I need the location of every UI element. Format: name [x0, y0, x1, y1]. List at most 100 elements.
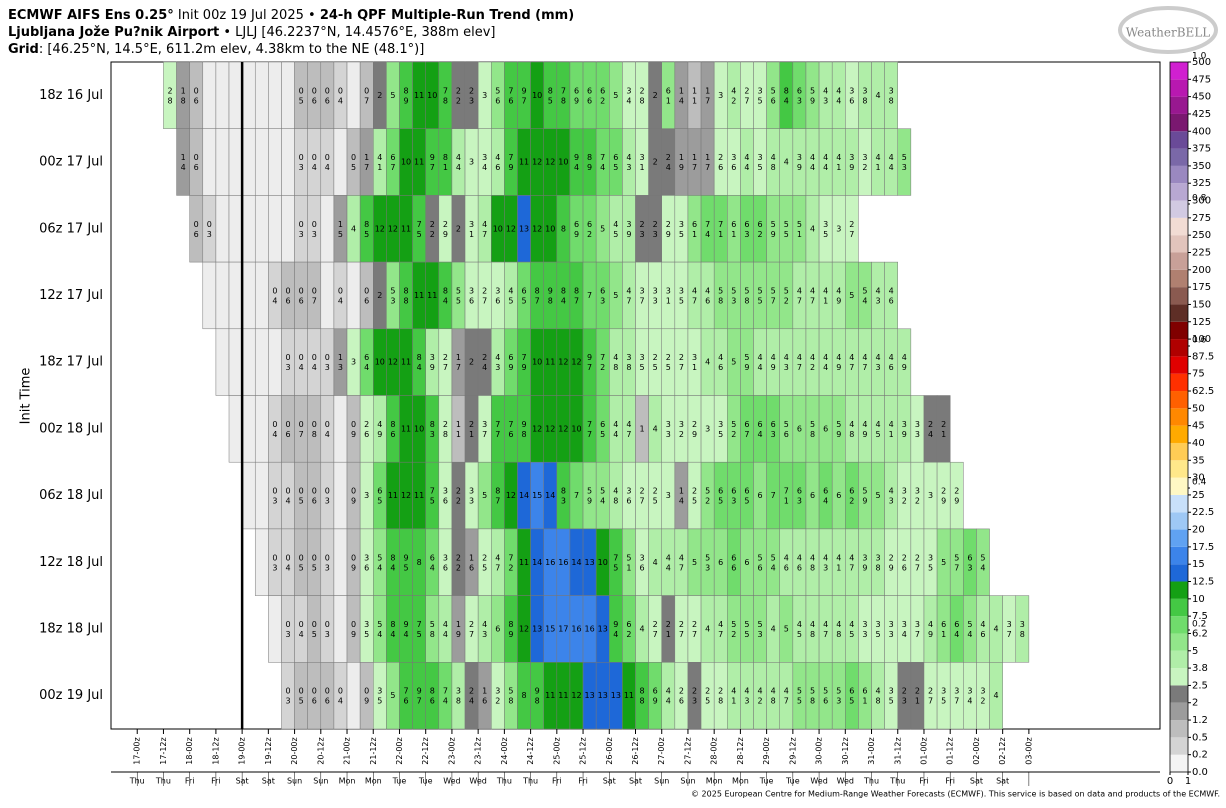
- cell-label: 11: [414, 158, 424, 167]
- cell-label: 6: [797, 424, 802, 433]
- x-tick-label: 19-00z: [238, 737, 247, 764]
- colorbar-block: [1170, 304, 1188, 322]
- cell-label: 2: [653, 91, 658, 100]
- cell-label: 13: [585, 691, 595, 700]
- cell-label: 4: [653, 558, 658, 567]
- day-label: Wed: [810, 777, 827, 786]
- day-label: Sat: [236, 777, 249, 786]
- day-label: Tue: [785, 777, 800, 786]
- colorbar-label: 75: [1192, 369, 1205, 380]
- colorbar-label: 2.5: [1192, 680, 1208, 691]
- colorbar-label: 325: [1192, 178, 1211, 189]
- x-tick-label: 20-00z: [290, 737, 299, 764]
- colorbar-label: 500: [1192, 57, 1211, 68]
- colorbar-label: 125: [1192, 317, 1211, 328]
- x-tick-label: 24-12z: [526, 737, 535, 764]
- cell: [281, 195, 295, 263]
- day-label: Thu: [522, 777, 538, 786]
- colorbar-block: [1170, 356, 1188, 374]
- day-label: Fri: [945, 777, 955, 786]
- cell: [268, 195, 282, 263]
- colorbar-label: 250: [1192, 230, 1211, 241]
- colorbar-block: [1170, 668, 1188, 686]
- cell-label: 16: [558, 558, 568, 567]
- x-tick-label: 28-12z: [736, 737, 745, 764]
- cell-label: 12: [375, 224, 385, 233]
- colorbar-block: [1170, 165, 1188, 184]
- x-tick-label: 20-12z: [316, 737, 325, 764]
- cell-label: 12: [532, 224, 542, 233]
- logo-text: WeatherBELL: [1126, 26, 1211, 40]
- day-label: Mon: [365, 777, 382, 786]
- cell-label: 4: [994, 691, 999, 700]
- day-label: Mon: [706, 777, 723, 786]
- x-tick-label: 28-00z: [710, 737, 719, 764]
- cell: [228, 128, 243, 196]
- cell-label: 10: [558, 158, 568, 167]
- row-label: 18z 16 Jul: [39, 88, 103, 103]
- cell-label: 11: [558, 691, 568, 700]
- cell-label: 2: [377, 91, 382, 100]
- cell-label: 13: [598, 691, 608, 700]
- cell: [215, 328, 230, 396]
- cell-label: 4: [705, 624, 710, 633]
- cell-label: 4: [705, 358, 710, 367]
- colorbar-label: 17.5: [1192, 542, 1214, 553]
